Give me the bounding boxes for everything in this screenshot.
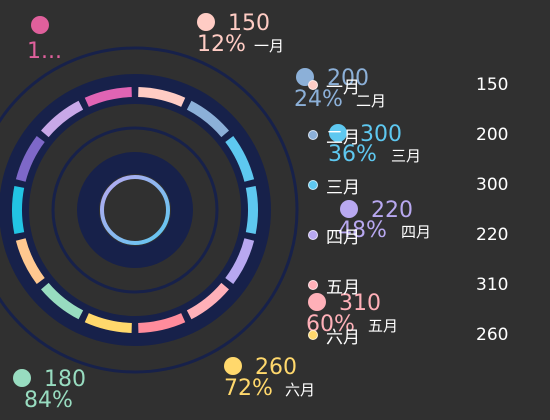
ring-segment[interactable] [12,185,25,235]
ring-segment[interactable] [15,136,45,182]
callout-value: 310 [339,291,381,316]
legend-swatch [308,230,318,240]
legend: 一月 150 二月 200 三月 300 四月 220 五月 310 六月 26… [308,60,538,360]
callout-dot [197,13,215,31]
callout-value: 220 [371,198,413,223]
ring-segment[interactable] [225,136,255,182]
center-hole [99,174,171,246]
legend-item-feb[interactable]: 二月 200 [308,123,538,148]
callout-label: 五月 [368,317,398,335]
outer-ring [0,46,299,374]
mid-ring [51,126,219,294]
legend-value: 150 [476,75,509,95]
callout-label: 六月 [285,381,315,399]
ring-segment[interactable] [84,313,132,333]
callout-percent: 36% [328,142,377,167]
callout-percent: 84% [24,388,73,413]
callout-dot [340,200,358,218]
callout-value: 1... [27,39,62,64]
ring-segments [12,87,258,333]
ring-segment[interactable] [138,313,186,333]
callout-percent: 24% [294,87,343,112]
callout-dot [13,369,31,387]
callout-value: 260 [255,355,297,380]
ring-segment[interactable] [41,282,84,320]
callout-label: 二月 [356,92,386,110]
legend-item-apr[interactable]: 四月 220 [308,223,538,248]
ring-segment[interactable] [41,100,84,138]
legend-item-jan[interactable]: 一月 150 [308,73,538,98]
ring-segment[interactable] [186,282,229,320]
legend-value: 220 [476,225,509,245]
legend-swatch [308,280,318,290]
legend-value: 200 [476,125,509,145]
ring-segment[interactable] [15,238,45,284]
legend-swatch [308,80,318,90]
ring-segment[interactable] [84,87,132,107]
callout-dot [308,293,326,311]
legend-value: 310 [476,275,509,295]
callout: 1... [27,16,62,64]
callout-percent: 48% [338,218,387,243]
ring-segment[interactable] [225,238,255,284]
callout-percent: 72% [224,376,273,401]
callout-dot [329,124,347,142]
ring-segment[interactable] [186,100,229,138]
ring-segment[interactable] [138,87,186,107]
callout-label: 四月 [401,223,431,241]
ring-segment[interactable] [245,185,258,235]
legend-label: 四月 [326,227,360,248]
callout-label: 一月 [254,37,284,55]
callout-percent: 12% [197,32,246,57]
legend-label: 六月 [326,327,360,348]
callout-dot [31,16,49,34]
inner-accent-ring [100,175,170,245]
callout-value: 300 [360,122,402,147]
legend-value: 300 [476,175,509,195]
legend-label: 五月 [326,277,360,298]
legend-item-may[interactable]: 五月 310 [308,273,538,298]
legend-label: 二月 [326,127,360,148]
legend-item-mar[interactable]: 三月 300 [308,173,538,198]
callout-value: 200 [327,66,369,91]
ring-decoration [0,46,299,374]
legend-label: 一月 [326,77,360,98]
legend-swatch [308,330,318,340]
callout-value: 150 [228,11,270,36]
legend-item-jun[interactable]: 六月 260 [308,323,538,348]
callout-dot [224,357,242,375]
legend-value: 260 [476,325,509,345]
legend-swatch [308,130,318,140]
legend-swatch [308,180,318,190]
callout-value: 180 [44,367,86,392]
legend-label: 三月 [326,177,360,198]
callout-label: 三月 [391,147,421,165]
